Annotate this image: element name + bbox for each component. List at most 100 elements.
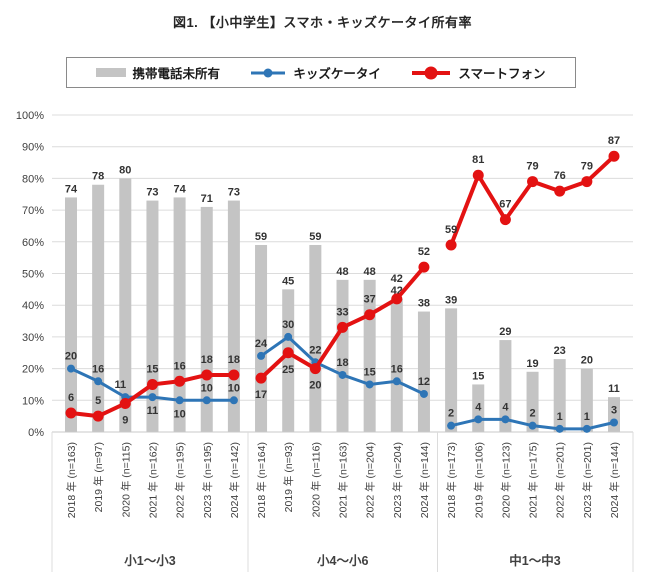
kids-keitai-marker <box>474 415 483 424</box>
x-tick-label: 2018 年 (n=164) <box>255 442 268 518</box>
kids-keitai-marker <box>94 377 103 386</box>
smartphone-marker <box>581 176 593 188</box>
kids-keitai-marker <box>392 377 401 386</box>
kids-keitai-label: 12 <box>418 376 430 388</box>
bar <box>255 244 268 432</box>
bar <box>282 289 295 432</box>
kids-keitai-label: 11 <box>114 379 126 391</box>
smartphone-marker <box>228 369 240 381</box>
kids-keitai-marker <box>447 421 456 430</box>
kids-keitai-label: 10 <box>228 382 240 394</box>
smartphone-label: 25 <box>282 364 294 376</box>
kids-keitai-marker <box>257 351 266 360</box>
x-tick-label: 2020 年 (n=116) <box>309 442 322 517</box>
smartphone-marker <box>554 185 566 197</box>
bar-series-swatch <box>96 68 127 77</box>
bar-label: 73 <box>146 187 158 199</box>
smartphone-marker <box>174 375 186 387</box>
smartphone-label: 87 <box>608 135 620 147</box>
kids-keitai-label: 3 <box>611 404 617 416</box>
chart-title: 図1. 【小中学生】スマホ・キッズケータイ所有率 <box>172 15 473 30</box>
kids-keitai-label: 1 <box>557 411 563 423</box>
bar <box>417 311 430 432</box>
kids-keitai-label: 18 <box>336 357 348 369</box>
group-label: 小1〜小3 <box>123 553 175 568</box>
bar-label: 20 <box>581 355 593 367</box>
kids-keitai-marker <box>365 380 374 389</box>
smartphone-marker <box>364 309 376 321</box>
kids-keitai-label: 30 <box>282 319 294 331</box>
legend-label-no-phone: 携帯電話未所有 <box>132 67 220 81</box>
smartphone-label: 79 <box>526 161 538 173</box>
smartphone-marker <box>499 214 511 226</box>
kids-keitai-label: 16 <box>391 363 403 375</box>
bar <box>92 184 105 432</box>
x-tick-label: 2021 年 (n=162) <box>146 442 159 518</box>
kids-keitai-marker <box>610 418 618 427</box>
x-tick-label: 2022 年 (n=204) <box>364 442 377 518</box>
bar-label: 71 <box>201 193 213 205</box>
x-tick-label: 2020 年 (n=115) <box>119 442 132 517</box>
bar-label: 48 <box>336 266 348 278</box>
smartphone-label: 52 <box>418 246 430 258</box>
x-tick-label: 2024 年 (n=144) <box>418 442 431 518</box>
smartphone-label: 76 <box>554 170 566 182</box>
bar-label: 45 <box>282 275 294 287</box>
y-tick-label: 30% <box>22 332 44 344</box>
bar <box>499 340 512 432</box>
y-tick-label: 10% <box>22 395 44 407</box>
bar <box>526 371 539 432</box>
bar-label: 15 <box>472 370 484 382</box>
bar <box>146 200 159 432</box>
y-tick-label: 80% <box>22 173 44 185</box>
smartphone-label: 59 <box>445 224 457 236</box>
smartphone-label: 20 <box>309 380 321 392</box>
smartphone-marker <box>472 169 484 181</box>
line-series-swatch-smartphone <box>412 66 451 79</box>
kids-keitai-label: 22 <box>309 344 321 356</box>
x-tick-label: 2019 年 (n=93) <box>282 442 295 512</box>
smartphone-marker <box>282 347 294 359</box>
kids-keitai-label: 24 <box>255 338 268 350</box>
bar <box>119 178 132 432</box>
kids-keitai-label: 10 <box>201 382 213 394</box>
x-tick-label: 2018 年 (n=173) <box>445 442 458 518</box>
smartphone-marker <box>309 363 321 375</box>
kids-keitai-marker <box>555 424 564 433</box>
smartphone-marker <box>119 397 131 409</box>
smartphone-marker <box>65 407 77 419</box>
kids-keitai-label: 20 <box>65 351 77 363</box>
smartphone-label: 33 <box>336 306 348 318</box>
smartphone-marker <box>391 293 403 305</box>
bar-label: 39 <box>445 294 457 306</box>
x-tick-label: 2021 年 (n=175) <box>527 442 540 518</box>
x-tick-label: 2021 年 (n=163) <box>337 442 350 518</box>
bar-label: 59 <box>309 231 321 243</box>
legend-label-kids-phone: キッズケータイ <box>293 67 381 81</box>
smartphone-label: 9 <box>122 414 128 426</box>
kids-keitai-label: 2 <box>529 408 535 420</box>
legend-item-kids-phone: キッズケータイ <box>249 63 381 82</box>
kids-keitai-label: 4 <box>475 401 482 413</box>
x-tick-label: 2020 年 (n=123) <box>499 442 512 518</box>
group-label: 中1〜中3 <box>509 553 560 568</box>
y-tick-label: 40% <box>22 300 44 312</box>
combo-chart: 0% 10% 20% 30% 40% 50% 60% 70% 80% 90% 100% 74 78 80 7… <box>16 110 634 572</box>
smartphone-marker <box>201 369 213 381</box>
bar-label: 11 <box>608 383 620 395</box>
kids-keitai-marker <box>175 396 184 405</box>
smartphone-label: 15 <box>146 363 158 375</box>
bar <box>553 359 566 432</box>
smartphone-label: 18 <box>201 354 213 366</box>
kids-keitai-label: 1 <box>584 411 590 423</box>
smartphone-label: 42 <box>391 273 403 285</box>
x-tick-label: 2023 年 (n=195) <box>201 442 214 518</box>
group-label: 小4〜小6 <box>316 553 368 568</box>
bar <box>173 197 186 432</box>
y-tick-label: 100% <box>16 110 44 122</box>
legend-item-no-phone: 携帯電話未所有 <box>96 63 220 82</box>
bar <box>65 197 77 432</box>
bar <box>390 298 403 432</box>
x-tick-label: 2023 年 (n=201) <box>581 442 594 518</box>
smartphone-label: 79 <box>581 161 593 173</box>
